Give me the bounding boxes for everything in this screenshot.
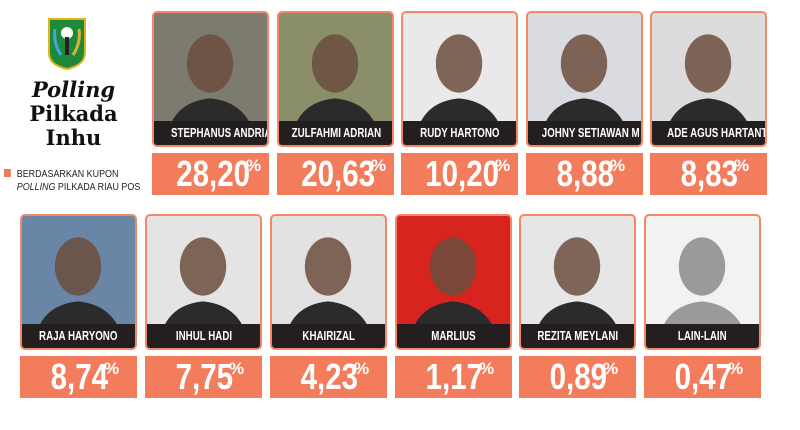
candidate-photo: ZULFAHMI ADRIAN (277, 11, 394, 147)
candidate-photo: ADE AGUS HARTANTO (650, 11, 767, 147)
candidate-percentage: 1,17% (395, 356, 512, 398)
candidate-percentage: 4,23% (270, 356, 387, 398)
candidate-card: ZULFAHMI ADRIAN 20,63% (277, 11, 394, 195)
source-note: BERDASARKAN KUPON POLLING PILKADA RIAU P… (4, 168, 140, 194)
candidate-name: KHAIRIZAL (272, 324, 385, 348)
candidate-photo: MARLIUS (395, 214, 512, 350)
candidate-percentage: 7,75% (145, 356, 262, 398)
candidate-name: REZITA MEYLANI (521, 324, 634, 348)
candidate-photo: JOHNY SETIAWAN M (526, 11, 643, 147)
candidate-card: LAIN-LAIN 0,47% (644, 214, 761, 398)
candidate-percentage: 8,83% (650, 153, 767, 195)
candidate-photo: REZITA MEYLANI (519, 214, 636, 350)
candidate-photo: RAJA HARYONO (20, 214, 137, 350)
candidate-percentage: 28,20% (152, 153, 269, 195)
candidate-percentage: 8,88% (526, 153, 643, 195)
candidate-name: INHUL HADI (147, 324, 260, 348)
candidate-photo: KHAIRIZAL (270, 214, 387, 350)
bullet-square-icon (4, 169, 11, 177)
candidate-name: LAIN-LAIN (646, 324, 759, 348)
candidate-card: KHAIRIZAL 4,23% (270, 214, 387, 398)
candidate-card: ADE AGUS HARTANTO 8,83% (650, 11, 767, 195)
candidate-card: STEPHANUS ANDRIANTO 28,20% (152, 11, 269, 195)
candidate-percentage: 0,89% (519, 356, 636, 398)
candidate-photo: STEPHANUS ANDRIANTO (152, 11, 269, 147)
candidate-percentage: 8,74% (20, 356, 137, 398)
candidate-card: INHUL HADI 7,75% (145, 214, 262, 398)
candidate-name: STEPHANUS ANDRIANTO (154, 121, 267, 145)
candidate-name: ADE AGUS HARTANTO (652, 121, 765, 145)
candidate-name: MARLIUS (397, 324, 510, 348)
candidate-photo: LAIN-LAIN (644, 214, 761, 350)
candidate-name: RUDY HARTONO (403, 121, 516, 145)
candidate-photo: RUDY HARTONO (401, 11, 518, 147)
candidate-card: RUDY HARTONO 10,20% (401, 11, 518, 195)
candidate-percentage: 10,20% (401, 153, 518, 195)
candidate-photo: INHUL HADI (145, 214, 262, 350)
regency-emblem-logo (48, 18, 86, 71)
candidate-name: RAJA HARYONO (22, 324, 135, 348)
candidate-percentage: 0,47% (644, 356, 761, 398)
page-title: Polling Pilkada Inhu (29, 77, 118, 150)
candidate-percentage: 20,63% (277, 153, 394, 195)
candidate-card: RAJA HARYONO 8,74% (20, 214, 137, 398)
candidate-card: REZITA MEYLANI 0,89% (519, 214, 636, 398)
candidate-card: JOHNY SETIAWAN M 8,88% (526, 11, 643, 195)
candidate-name: JOHNY SETIAWAN M (528, 121, 641, 145)
candidate-name: ZULFAHMI ADRIAN (279, 121, 392, 145)
candidate-card: MARLIUS 1,17% (395, 214, 512, 398)
